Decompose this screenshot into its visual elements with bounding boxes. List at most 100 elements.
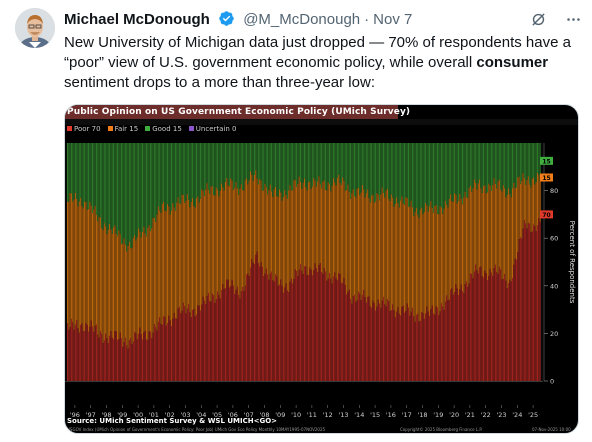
bar-segment-good bbox=[267, 143, 269, 195]
bar-segment-good bbox=[527, 143, 529, 177]
bar-segment-good bbox=[276, 143, 278, 196]
bar-segment-good bbox=[315, 143, 317, 187]
bar-segment-good bbox=[67, 143, 68, 202]
bar-segment-fair bbox=[327, 182, 329, 279]
bar-segment-fair bbox=[218, 196, 220, 296]
bar-segment-fair bbox=[102, 229, 104, 344]
bar-segment-poor bbox=[246, 274, 248, 381]
bar-segment-fair bbox=[209, 193, 211, 302]
bar-segment-good bbox=[146, 143, 147, 237]
bar-segment-good bbox=[348, 143, 350, 192]
bar-segment-good bbox=[127, 143, 129, 246]
bar-segment-fair bbox=[290, 190, 292, 279]
bar-segment-good bbox=[77, 143, 79, 207]
bar-segment-good bbox=[346, 143, 348, 190]
bar-segment-good bbox=[390, 143, 392, 195]
bar-segment-fair bbox=[284, 189, 286, 288]
bar-segment-poor bbox=[69, 327, 71, 381]
bar-segment-fair bbox=[513, 182, 515, 265]
bar-segment-good bbox=[512, 143, 513, 189]
bar-segment-good bbox=[372, 143, 374, 195]
bar-segment-poor bbox=[398, 313, 400, 381]
legend-label: Fair 15 bbox=[114, 125, 139, 133]
bar-segment-poor bbox=[501, 279, 503, 381]
bar-segment-good bbox=[502, 143, 504, 185]
bar-segment-poor bbox=[388, 301, 390, 381]
tweet-time[interactable]: Nov 7 bbox=[373, 11, 413, 28]
bar-segment-good bbox=[386, 143, 388, 189]
bar-segment-good bbox=[409, 143, 411, 207]
bar-segment-fair bbox=[384, 197, 386, 305]
bar-segment-poor bbox=[239, 298, 241, 381]
tweet-text-part1: New University of Michigan data just dro… bbox=[64, 34, 571, 71]
bar-segment-poor bbox=[530, 232, 532, 381]
bar-segment-fair bbox=[193, 205, 195, 309]
more-icon[interactable] bbox=[565, 12, 582, 29]
bar-segment-fair bbox=[222, 187, 224, 285]
bar-segment-poor bbox=[98, 337, 100, 381]
bar-segment-poor bbox=[97, 334, 99, 381]
bar-segment-fair bbox=[120, 244, 122, 339]
bar-segment-poor bbox=[284, 287, 286, 381]
x-tick-label: '23 bbox=[496, 411, 506, 419]
bar-segment-fair bbox=[319, 184, 321, 264]
bar-segment-poor bbox=[435, 306, 437, 381]
author-name[interactable]: Michael McDonough bbox=[64, 11, 210, 28]
bar-segment-good bbox=[178, 143, 180, 204]
bar-segment-poor bbox=[176, 318, 178, 381]
bar-segment-good bbox=[435, 143, 437, 205]
grok-icon[interactable] bbox=[530, 12, 551, 29]
x-tick-label: '21 bbox=[465, 411, 475, 419]
bar-segment-fair bbox=[293, 180, 295, 279]
bar-segment-good bbox=[268, 143, 270, 190]
bar-segment-poor bbox=[529, 223, 531, 381]
bar-segment-good bbox=[373, 143, 375, 203]
bar-segment-poor bbox=[261, 266, 263, 381]
bar-segment-poor bbox=[297, 276, 299, 381]
bar-segment-poor bbox=[221, 290, 222, 381]
bar-segment-fair bbox=[185, 200, 187, 314]
y-tick-label: 60 bbox=[550, 235, 558, 243]
bar-segment-good bbox=[271, 143, 273, 192]
bar-segment-good bbox=[192, 143, 194, 199]
bar-segment-good bbox=[384, 143, 386, 198]
bar-segment-poor bbox=[452, 294, 454, 381]
bar-segment-good bbox=[460, 143, 462, 199]
x-tick-label: '15 bbox=[370, 411, 380, 419]
bar-segment-poor bbox=[226, 279, 228, 381]
bar-segment-fair bbox=[456, 203, 458, 289]
bar-segment-good bbox=[118, 143, 120, 231]
bar-segment-fair bbox=[481, 192, 483, 277]
bar-segment-poor bbox=[253, 264, 255, 381]
bar-segment-fair bbox=[504, 188, 506, 275]
bar-segment-poor bbox=[386, 299, 388, 381]
bar-segment-good bbox=[352, 143, 354, 190]
bar-segment-good bbox=[471, 143, 473, 192]
bar-segment-poor bbox=[468, 283, 470, 381]
bar-segment-fair bbox=[93, 209, 95, 332]
bar-segment-poor bbox=[192, 310, 194, 381]
bar-segment-fair bbox=[434, 206, 436, 315]
last-value-tag-poor bbox=[540, 210, 553, 219]
bar-segment-good bbox=[94, 143, 96, 206]
bar-segment-fair bbox=[338, 174, 340, 273]
x-tick-label: '14 bbox=[354, 411, 364, 419]
bar-segment-good bbox=[343, 143, 345, 181]
bar-segment-good bbox=[193, 143, 195, 206]
bar-segment-poor bbox=[70, 318, 72, 381]
bar-segment-fair bbox=[422, 214, 424, 314]
bar-segment-poor bbox=[139, 327, 141, 381]
bar-segment-fair bbox=[348, 191, 350, 290]
bar-segment-fair bbox=[253, 174, 255, 265]
avatar[interactable] bbox=[15, 8, 55, 48]
bar-segment-good bbox=[173, 143, 175, 208]
bar-segment-poor bbox=[442, 306, 444, 381]
bar-segment-good bbox=[506, 143, 508, 195]
bar-segment-fair bbox=[483, 185, 485, 278]
author-handle[interactable]: @M_McDonough bbox=[243, 11, 361, 28]
bar-segment-fair bbox=[146, 236, 147, 340]
bar-segment-good bbox=[281, 143, 283, 201]
bar-segment-good bbox=[526, 143, 528, 180]
bar-segment-good bbox=[408, 143, 409, 208]
tweet-media-image[interactable]: Public Opinion on US Government Economic… bbox=[64, 104, 579, 434]
